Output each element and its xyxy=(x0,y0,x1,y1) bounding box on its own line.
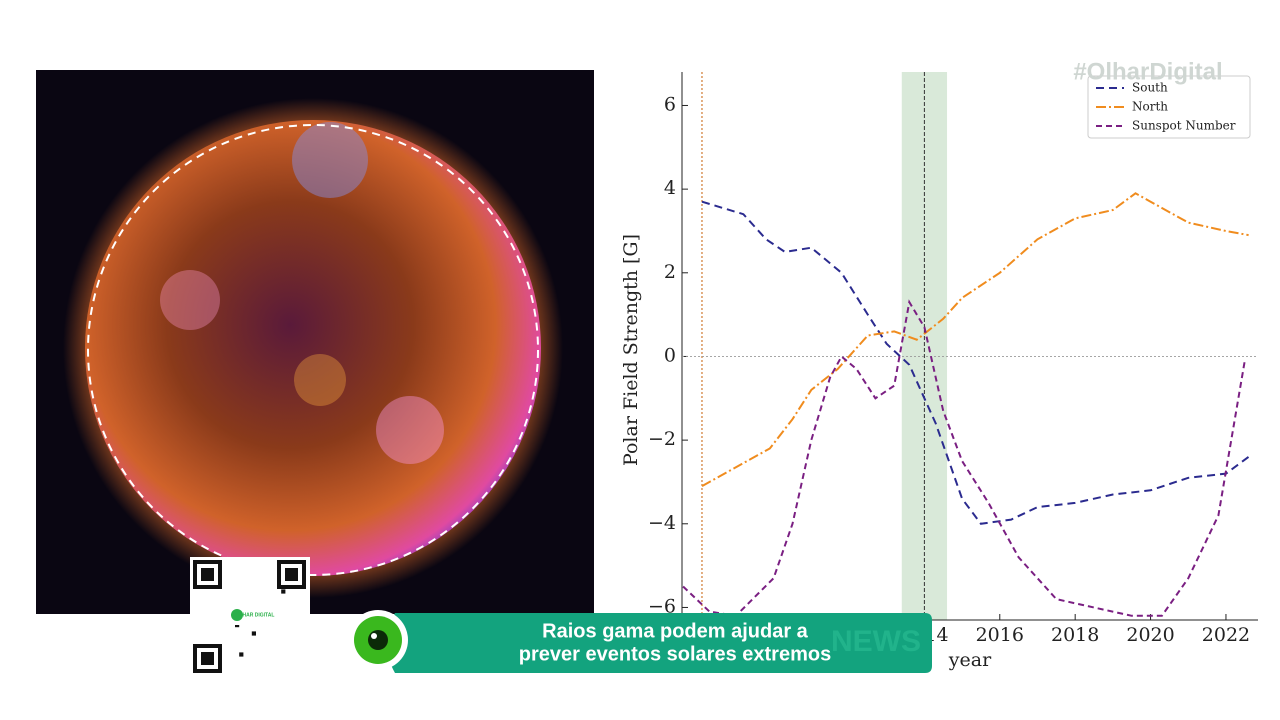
watermark: #OlharDigital xyxy=(1073,58,1222,85)
legend-label: South xyxy=(1132,81,1168,95)
series-line xyxy=(682,299,1246,617)
qr-module xyxy=(239,652,244,657)
qr-finder xyxy=(201,652,214,665)
y-tick-label: 2 xyxy=(664,261,676,283)
x-tick-label: 2022 xyxy=(1202,624,1250,646)
series-line xyxy=(701,200,1250,525)
x-axis-label: year xyxy=(948,649,992,671)
y-axis-label: Polar Field Strength [G] xyxy=(620,234,642,466)
y-tick-label: 0 xyxy=(664,344,676,366)
qr-module xyxy=(281,589,286,594)
x-tick-label: 2020 xyxy=(1126,624,1174,646)
qr-finder xyxy=(201,568,214,581)
lower-third: NEWS Raios gama podem ajudar a prever ev… xyxy=(348,610,932,673)
x-tick-label: 2018 xyxy=(1051,624,1099,646)
legend-box xyxy=(1087,75,1251,139)
x-tick-label: 2016 xyxy=(976,624,1024,646)
y-tick-label: 6 xyxy=(664,93,676,115)
legend-label: North xyxy=(1132,100,1168,114)
y-tick-label: 4 xyxy=(664,177,676,199)
y-tick-label: −4 xyxy=(648,512,676,534)
chart: Polar Field Strength [G] year 6 4 2 0 −2 −4 −6… xyxy=(620,72,1258,671)
y-tick-label: −6 xyxy=(648,595,676,617)
qr-module xyxy=(235,623,240,628)
qr-code: OLHAR DIGITAL xyxy=(190,557,310,677)
series-line xyxy=(701,192,1249,487)
qr-module xyxy=(251,631,256,636)
legend-label: Sunspot Number xyxy=(1132,119,1236,133)
headline-line-2: prever eventos solares extremos xyxy=(519,643,831,665)
qr-caption: OLHAR DIGITAL xyxy=(236,612,275,618)
news-tag: NEWS xyxy=(831,625,921,658)
headline-line-1: Raios gama podem ajudar a xyxy=(542,620,809,642)
sun-image xyxy=(36,70,594,614)
qr-finder xyxy=(285,568,298,581)
qr-logo-eye xyxy=(231,609,243,621)
y-tick-label: −2 xyxy=(648,428,676,450)
